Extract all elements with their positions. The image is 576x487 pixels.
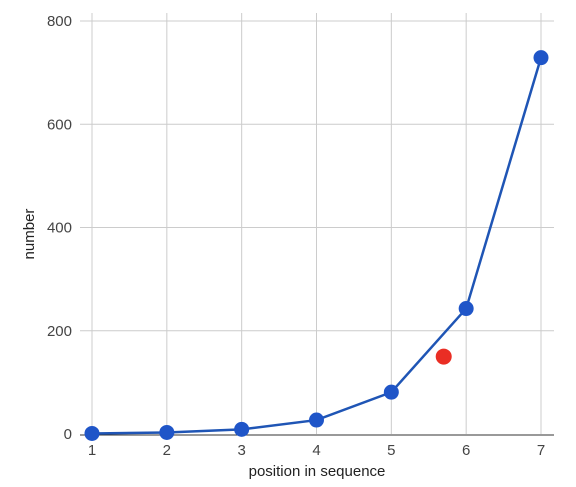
data-point-4 — [309, 412, 324, 428]
x-axis-title: position in sequence — [249, 463, 386, 480]
x-tick-label-5: 5 — [387, 442, 395, 459]
data-point-6 — [458, 301, 474, 317]
y-tick-label-400: 400 — [47, 220, 72, 237]
x-tick-label-2: 2 — [163, 442, 171, 459]
data-point-1 — [84, 425, 100, 441]
grid — [80, 13, 554, 434]
data-point-3 — [234, 421, 250, 437]
y-tick-label-800: 800 — [47, 13, 72, 30]
x-tick-label-7: 7 — [537, 442, 545, 459]
y-axis-title: number — [21, 209, 38, 260]
series-points — [84, 50, 549, 441]
data-point-7 — [533, 50, 549, 66]
y-tick-label-0: 0 — [64, 426, 72, 443]
y-tick-label-200: 200 — [47, 323, 72, 340]
x-tick-label-6: 6 — [462, 442, 470, 459]
x-tick-label-3: 3 — [237, 442, 245, 459]
tick-labels: 0 200 400 600 800 1 2 3 4 5 6 7 — [47, 13, 545, 459]
x-tick-label-4: 4 — [312, 442, 320, 459]
y-tick-label-600: 600 — [47, 116, 72, 133]
highlight-point-0 — [435, 348, 452, 365]
highlight-points — [435, 348, 452, 365]
data-point-2 — [159, 424, 175, 440]
data-point-5 — [383, 384, 399, 400]
x-tick-label-1: 1 — [88, 442, 96, 459]
